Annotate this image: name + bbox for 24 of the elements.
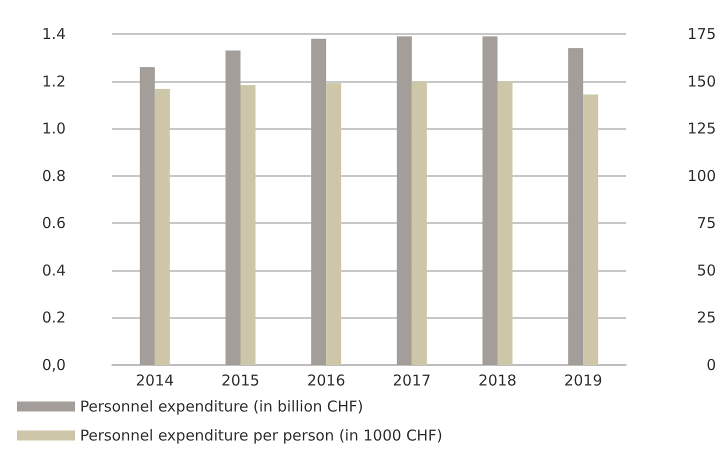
y2-tick-label: 0 (706, 356, 716, 374)
x-tick-label: 2014 (136, 372, 174, 390)
y-tick-label: 0.2 (42, 308, 66, 327)
y2-tick-label: 75 (696, 214, 716, 232)
y2-tick-label: 25 (696, 308, 716, 327)
legend-label: Personnel expenditure per person (in 1000 CHF) (80, 426, 442, 444)
y-tick-label: 0.8 (42, 166, 66, 185)
y-tick-label: 0.4 (42, 261, 66, 280)
x-tick-label: 2019 (564, 372, 602, 390)
legend-label: Personnel expenditure (in billion CHF) (80, 398, 364, 416)
x-tick-label: 2017 (392, 372, 431, 390)
y2-tick-label: 50 (696, 261, 716, 280)
y2-tick-label: 175 (687, 25, 716, 43)
y-tick-label: 0,0 (42, 356, 66, 374)
x-tick-label: 2018 (478, 372, 517, 390)
y2-tick-label: 100 (687, 166, 716, 185)
y-tick-label: 1.4 (42, 25, 66, 43)
y-tick-label: 0.6 (42, 214, 66, 232)
x-tick-label: 2016 (307, 372, 346, 390)
y-tick-label: 1.0 (42, 120, 66, 138)
y2-tick-label: 125 (687, 120, 716, 138)
y-tick-label: 1.2 (42, 72, 66, 90)
y2-tick-label: 150 (687, 72, 716, 90)
x-tick-label: 2015 (221, 372, 260, 390)
